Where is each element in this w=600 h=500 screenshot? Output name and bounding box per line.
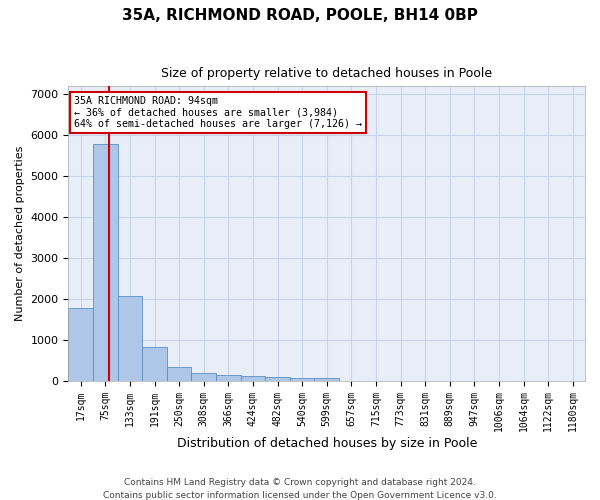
- Bar: [241, 376, 265, 380]
- Bar: [167, 366, 191, 380]
- Bar: [191, 372, 216, 380]
- Text: 35A RICHMOND ROAD: 94sqm
← 36% of detached houses are smaller (3,984)
64% of sem: 35A RICHMOND ROAD: 94sqm ← 36% of detach…: [74, 96, 362, 130]
- Bar: [118, 296, 142, 380]
- Text: Contains HM Land Registry data © Crown copyright and database right 2024.
Contai: Contains HM Land Registry data © Crown c…: [103, 478, 497, 500]
- Title: Size of property relative to detached houses in Poole: Size of property relative to detached ho…: [161, 68, 492, 80]
- Y-axis label: Number of detached properties: Number of detached properties: [15, 146, 25, 321]
- Bar: [265, 376, 290, 380]
- Bar: [68, 308, 93, 380]
- Bar: [93, 144, 118, 380]
- Text: 35A, RICHMOND ROAD, POOLE, BH14 0BP: 35A, RICHMOND ROAD, POOLE, BH14 0BP: [122, 8, 478, 22]
- Bar: [314, 378, 339, 380]
- Bar: [290, 378, 314, 380]
- X-axis label: Distribution of detached houses by size in Poole: Distribution of detached houses by size …: [176, 437, 477, 450]
- Bar: [142, 347, 167, 380]
- Bar: [216, 376, 241, 380]
